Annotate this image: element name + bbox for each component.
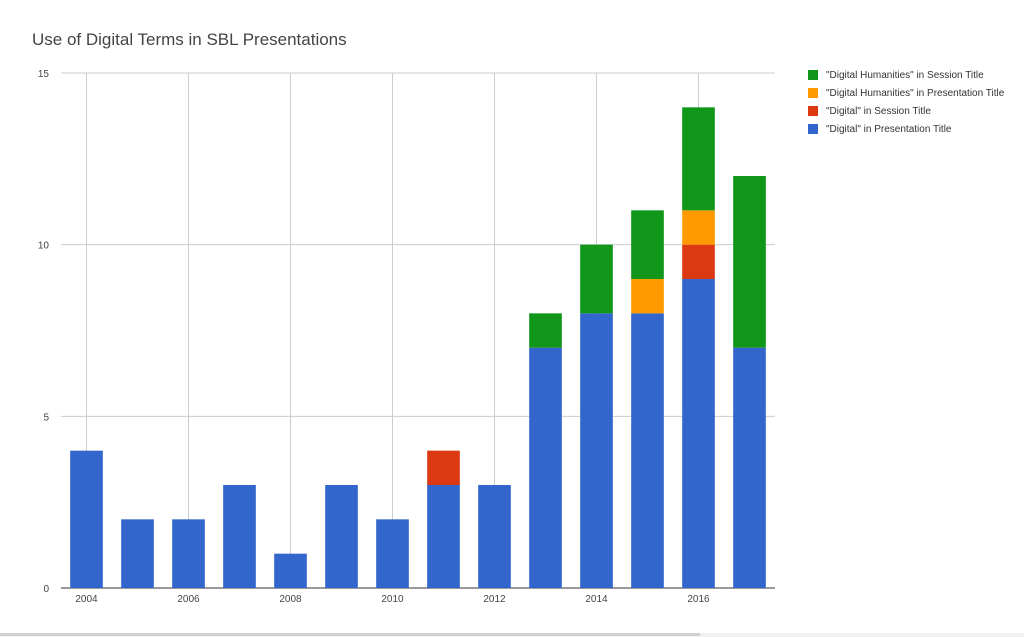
bar-segment[interactable] <box>529 313 562 348</box>
bar-segment[interactable] <box>733 347 766 588</box>
bar-segment[interactable] <box>223 485 256 588</box>
bar-segment[interactable] <box>631 313 664 588</box>
bar-segment[interactable] <box>580 244 613 314</box>
x-tick-label: 2010 <box>381 594 404 605</box>
bar-segment[interactable] <box>121 519 154 588</box>
legend: "Digital Humanities" in Session Title "Di… <box>808 66 1004 138</box>
axes: 0 5 10 15 2004 2006 2008 2010 2012 2014 2016 <box>38 69 710 605</box>
legend-label: "Digital" in Presentation Title <box>826 123 952 135</box>
bars <box>70 107 766 588</box>
x-tick-label: 2014 <box>585 594 608 605</box>
legend-item[interactable]: "Digital" in Session Title <box>808 102 1004 120</box>
x-tick-label: 2012 <box>483 594 506 605</box>
x-tick-label: 2008 <box>279 594 302 605</box>
x-tick-label: 2006 <box>177 594 200 605</box>
x-tick-label: 2016 <box>687 594 710 605</box>
bar-segment[interactable] <box>682 210 715 245</box>
scrollbar-thumb[interactable] <box>0 633 700 636</box>
bar-segment[interactable] <box>682 279 715 588</box>
legend-item[interactable]: "Digital Humanities" in Session Title <box>808 66 1004 84</box>
bar-segment[interactable] <box>427 450 460 485</box>
horizontal-scrollbar[interactable] <box>0 633 1024 637</box>
bar-segment[interactable] <box>478 485 511 588</box>
bar-segment[interactable] <box>172 519 205 588</box>
legend-item[interactable]: "Digital Humanities" in Presentation Tit… <box>808 84 1004 102</box>
x-tick-label: 2004 <box>75 594 98 605</box>
bar-segment[interactable] <box>274 553 307 588</box>
legend-swatch <box>808 124 818 134</box>
bar-segment[interactable] <box>580 313 613 588</box>
bar-segment[interactable] <box>529 347 562 588</box>
bar-segment[interactable] <box>70 450 103 588</box>
legend-swatch <box>808 88 818 98</box>
grid-lines <box>61 72 775 589</box>
bar-segment[interactable] <box>427 485 460 588</box>
legend-item[interactable]: "Digital" in Presentation Title <box>808 120 1004 138</box>
bar-segment[interactable] <box>682 107 715 211</box>
bar-segment[interactable] <box>733 176 766 348</box>
legend-swatch <box>808 106 818 116</box>
y-tick-label: 10 <box>38 241 50 252</box>
bar-segment[interactable] <box>631 210 664 279</box>
legend-label: "Digital" in Session Title <box>826 105 931 117</box>
bar-segment[interactable] <box>325 485 358 588</box>
chart-title: Use of Digital Terms in SBL Presentation… <box>32 30 347 49</box>
legend-swatch <box>808 70 818 80</box>
y-tick-label: 0 <box>43 584 49 595</box>
bar-segment[interactable] <box>682 244 715 279</box>
bar-segment[interactable] <box>631 279 664 314</box>
y-tick-label: 5 <box>43 412 49 423</box>
y-tick-label: 15 <box>38 69 50 80</box>
legend-label: "Digital Humanities" in Session Title <box>826 69 984 81</box>
legend-label: "Digital Humanities" in Presentation Tit… <box>826 87 1005 99</box>
bar-segment[interactable] <box>376 519 409 588</box>
